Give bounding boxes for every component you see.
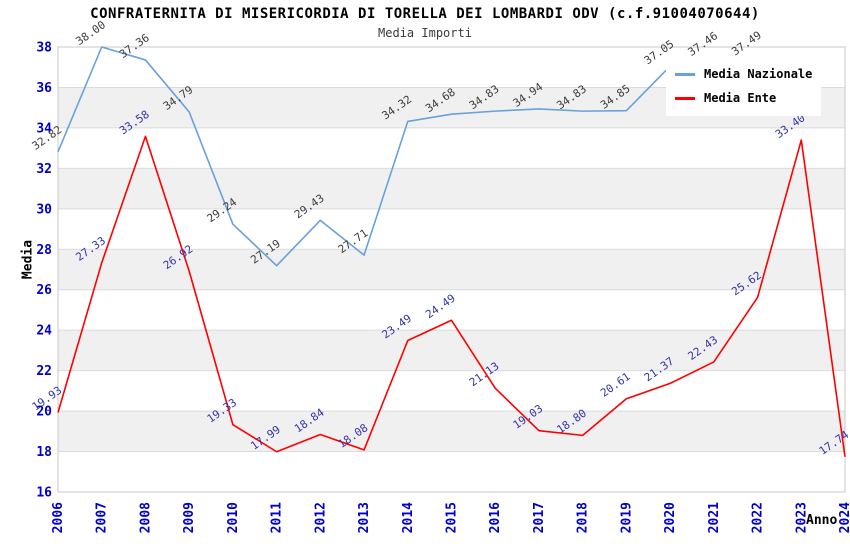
x-tick-label: 2024 — [838, 502, 850, 533]
x-tick-label: 2016 — [488, 502, 503, 533]
x-tick-label: 2018 — [576, 502, 591, 533]
x-tick-label: 2007 — [95, 502, 110, 533]
nazionale-line-swatch-icon — [675, 72, 695, 76]
y-tick-label: 24 — [36, 324, 52, 339]
chart-subtitle: Media Importi — [378, 26, 472, 40]
point-label: 20.61 — [598, 370, 633, 400]
legend-item-media-ente: Media Ente — [675, 86, 812, 110]
series-line-media-nazionale — [57, 46, 758, 267]
x-tick-label: 2023 — [794, 502, 809, 533]
point-label: 37.46 — [686, 29, 721, 59]
y-tick-label: 22 — [36, 364, 52, 379]
y-tick-label: 32 — [36, 162, 52, 177]
x-tick-label: 2009 — [182, 502, 197, 533]
x-tick-label: 2013 — [357, 502, 372, 533]
legend-item-media-nazionale: Media Nazionale — [675, 62, 812, 86]
legend: Media Nazionale Media Ente — [666, 56, 822, 116]
legend-label: Media Ente — [704, 91, 777, 105]
x-tick-label: 2019 — [619, 502, 634, 533]
grid-band — [58, 168, 845, 209]
x-tick-label: 2010 — [226, 502, 241, 533]
point-label: 37.49 — [729, 29, 764, 59]
y-tick-label: 18 — [36, 445, 52, 460]
x-axis-title: Anno — [806, 513, 838, 528]
x-tick-label: 2021 — [707, 502, 722, 533]
x-tick-label: 2020 — [663, 502, 678, 533]
x-tick-label: 2011 — [270, 502, 285, 533]
ente-line-swatch-icon — [675, 96, 695, 100]
y-tick-label: 26 — [36, 283, 52, 298]
x-tick-label: 2012 — [313, 502, 328, 533]
y-tick-label: 20 — [36, 405, 52, 420]
y-tick-label: 28 — [36, 243, 52, 258]
y-tick-label: 16 — [36, 486, 52, 501]
point-label: 38.00 — [73, 18, 108, 48]
x-tick-label: 2014 — [401, 502, 416, 533]
series-line-media-ente — [57, 135, 846, 457]
x-tick-label: 2017 — [532, 502, 547, 533]
y-tick-label: 34 — [36, 121, 52, 136]
x-tick-label: 2008 — [138, 502, 153, 533]
x-tick-label: 2015 — [445, 502, 460, 533]
point-label: 24.49 — [423, 292, 458, 322]
y-axis-title: Media — [20, 239, 36, 280]
plot-border — [57, 46, 846, 493]
x-tick-label: 2022 — [751, 502, 766, 533]
y-tick-label: 38 — [36, 41, 52, 56]
y-tick-label: 36 — [36, 81, 52, 96]
legend-label: Media Nazionale — [704, 67, 813, 81]
x-tick-label: 2006 — [51, 502, 66, 533]
grid-band — [58, 330, 845, 371]
grid-band — [58, 411, 845, 452]
y-tick-label: 30 — [36, 202, 52, 217]
chart-title: CONFRATERNITA DI MISERICORDIA DI TORELLA… — [90, 6, 760, 22]
